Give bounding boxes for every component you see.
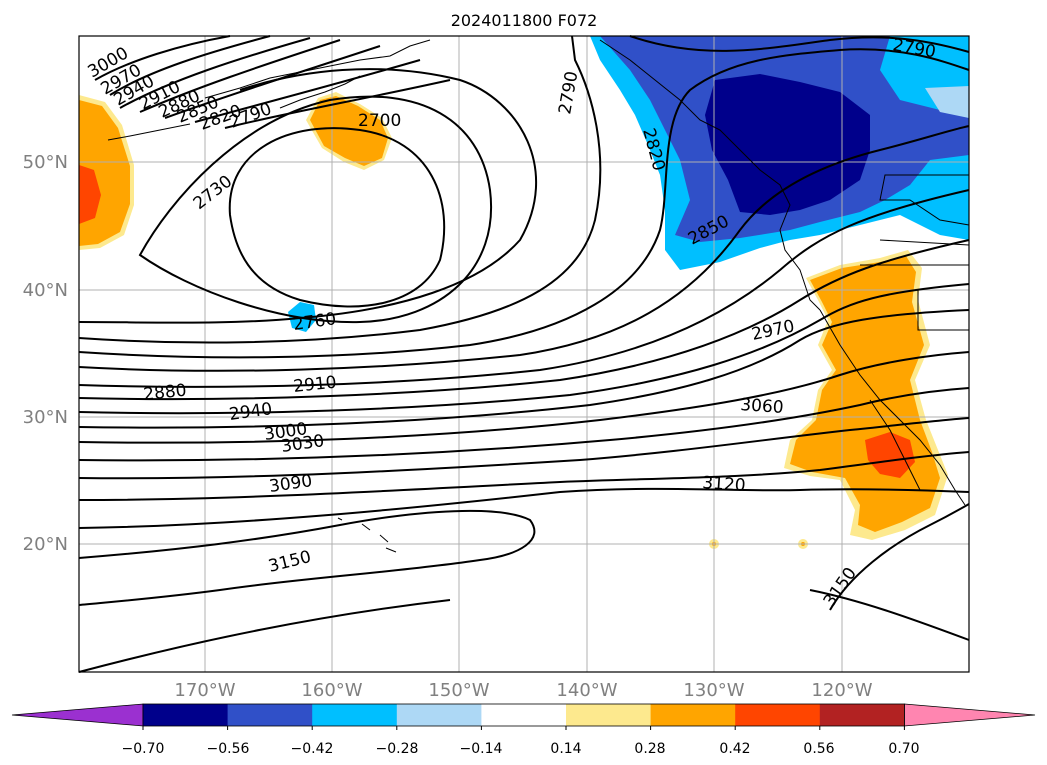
- contour-3150-west: [78, 509, 536, 606]
- colorbar-segment: [819, 704, 905, 726]
- colorbar-segment: [312, 704, 398, 726]
- contour-3060: [78, 417, 970, 480]
- lon-label: 170°W: [174, 680, 235, 701]
- contour-label: 3060: [740, 395, 785, 418]
- colorbar-tick-labels: −0.70 −0.56 −0.42 −0.28 −0.14 0.14 0.28 …: [122, 741, 920, 757]
- colorbar-extend-max: [904, 703, 1036, 727]
- colorbar-tick-label: −0.14: [460, 741, 503, 757]
- colorbar-segment: [735, 704, 821, 726]
- contour-label: 3120: [702, 473, 747, 496]
- lat-label: 40°N: [23, 280, 68, 301]
- positive-anomaly-alaska: [310, 96, 388, 166]
- colorbar-tick-label: 0.70: [888, 741, 919, 757]
- lat-label: 20°N: [23, 534, 68, 555]
- colorbar-segment: [481, 704, 567, 726]
- colorbar-tick-label: −0.56: [207, 741, 250, 757]
- contour-2850: [78, 125, 970, 372]
- contour-2790-top: [629, 35, 970, 53]
- colorbar-segment: [650, 704, 736, 726]
- longitude-labels: 170°W 160°W 150°W 140°W 130°W 120°W: [174, 680, 872, 701]
- contour-2880: [78, 189, 970, 388]
- lon-label: 130°W: [683, 680, 744, 701]
- contour-3030: [78, 387, 970, 462]
- colorbar-outline: [142, 703, 905, 727]
- contour-2820: [78, 48, 970, 359]
- contour-nw-7: [224, 79, 451, 129]
- colorbar-tick-label: −0.28: [376, 741, 419, 757]
- contour-label: 2880: [142, 381, 187, 405]
- contour-nw-6: [194, 59, 421, 123]
- negative-anomaly-light-blue: [925, 86, 969, 118]
- contour-label: 2700: [358, 111, 401, 131]
- colorbar-segment: [227, 704, 313, 726]
- contour-3120: [78, 487, 970, 529]
- positive-anomaly-red: [865, 432, 915, 478]
- contour-2970: [78, 309, 970, 429]
- coastlines: [107, 39, 970, 553]
- contour-2790: [78, 35, 602, 344]
- lat-label: 50°N: [23, 152, 68, 173]
- contour-label: 2910: [292, 373, 337, 397]
- colorbar-tick-label: −0.70: [122, 741, 165, 757]
- contour-nw-4: [139, 39, 341, 113]
- contour-2760: [78, 68, 538, 324]
- colorbar-tick-label: 0.28: [634, 741, 665, 757]
- colorbar-tick-label: 0.14: [550, 741, 581, 757]
- map-frame: [78, 35, 970, 673]
- positive-anomaly-west-red: [79, 165, 101, 224]
- contour-3180: [78, 599, 451, 673]
- contour-nw-3: [119, 37, 311, 109]
- contour-2700: [228, 127, 446, 308]
- contour-3150-low: [809, 589, 970, 641]
- contour-2730: [138, 95, 493, 324]
- colorbar-tick-label: 0.42: [719, 741, 750, 757]
- lon-label: 160°W: [301, 680, 362, 701]
- colorbar-segment: [143, 704, 229, 726]
- colorbar-segment: [396, 704, 482, 726]
- height-contours: [78, 35, 970, 673]
- latitude-labels: 50°N 40°N 30°N 20°N: [23, 152, 68, 555]
- graticule: [79, 36, 969, 672]
- contour-3150-east: [829, 503, 970, 611]
- contour-2940: [78, 283, 970, 415]
- contour-2910: [78, 239, 970, 401]
- colorbar-extend-min: [11, 703, 144, 727]
- lon-label: 120°W: [811, 680, 872, 701]
- negative-anomaly-navy: [705, 74, 870, 215]
- colorbar-tick-label: 0.56: [803, 741, 834, 757]
- lon-label: 140°W: [556, 680, 617, 701]
- lat-label: 30°N: [23, 407, 68, 428]
- contour-3090: [78, 451, 970, 501]
- contour-nw-1: [94, 35, 231, 81]
- colorbar-segment: [566, 704, 652, 726]
- colorbar: [11, 703, 1036, 730]
- contour-nw-2: [109, 35, 271, 96]
- colorbar-tick-label: −0.42: [291, 741, 334, 757]
- map-title: 2024011800 F072: [451, 11, 598, 30]
- contour-nw-5: [164, 45, 381, 119]
- contour-3000: [78, 351, 970, 444]
- lon-label: 150°W: [428, 680, 489, 701]
